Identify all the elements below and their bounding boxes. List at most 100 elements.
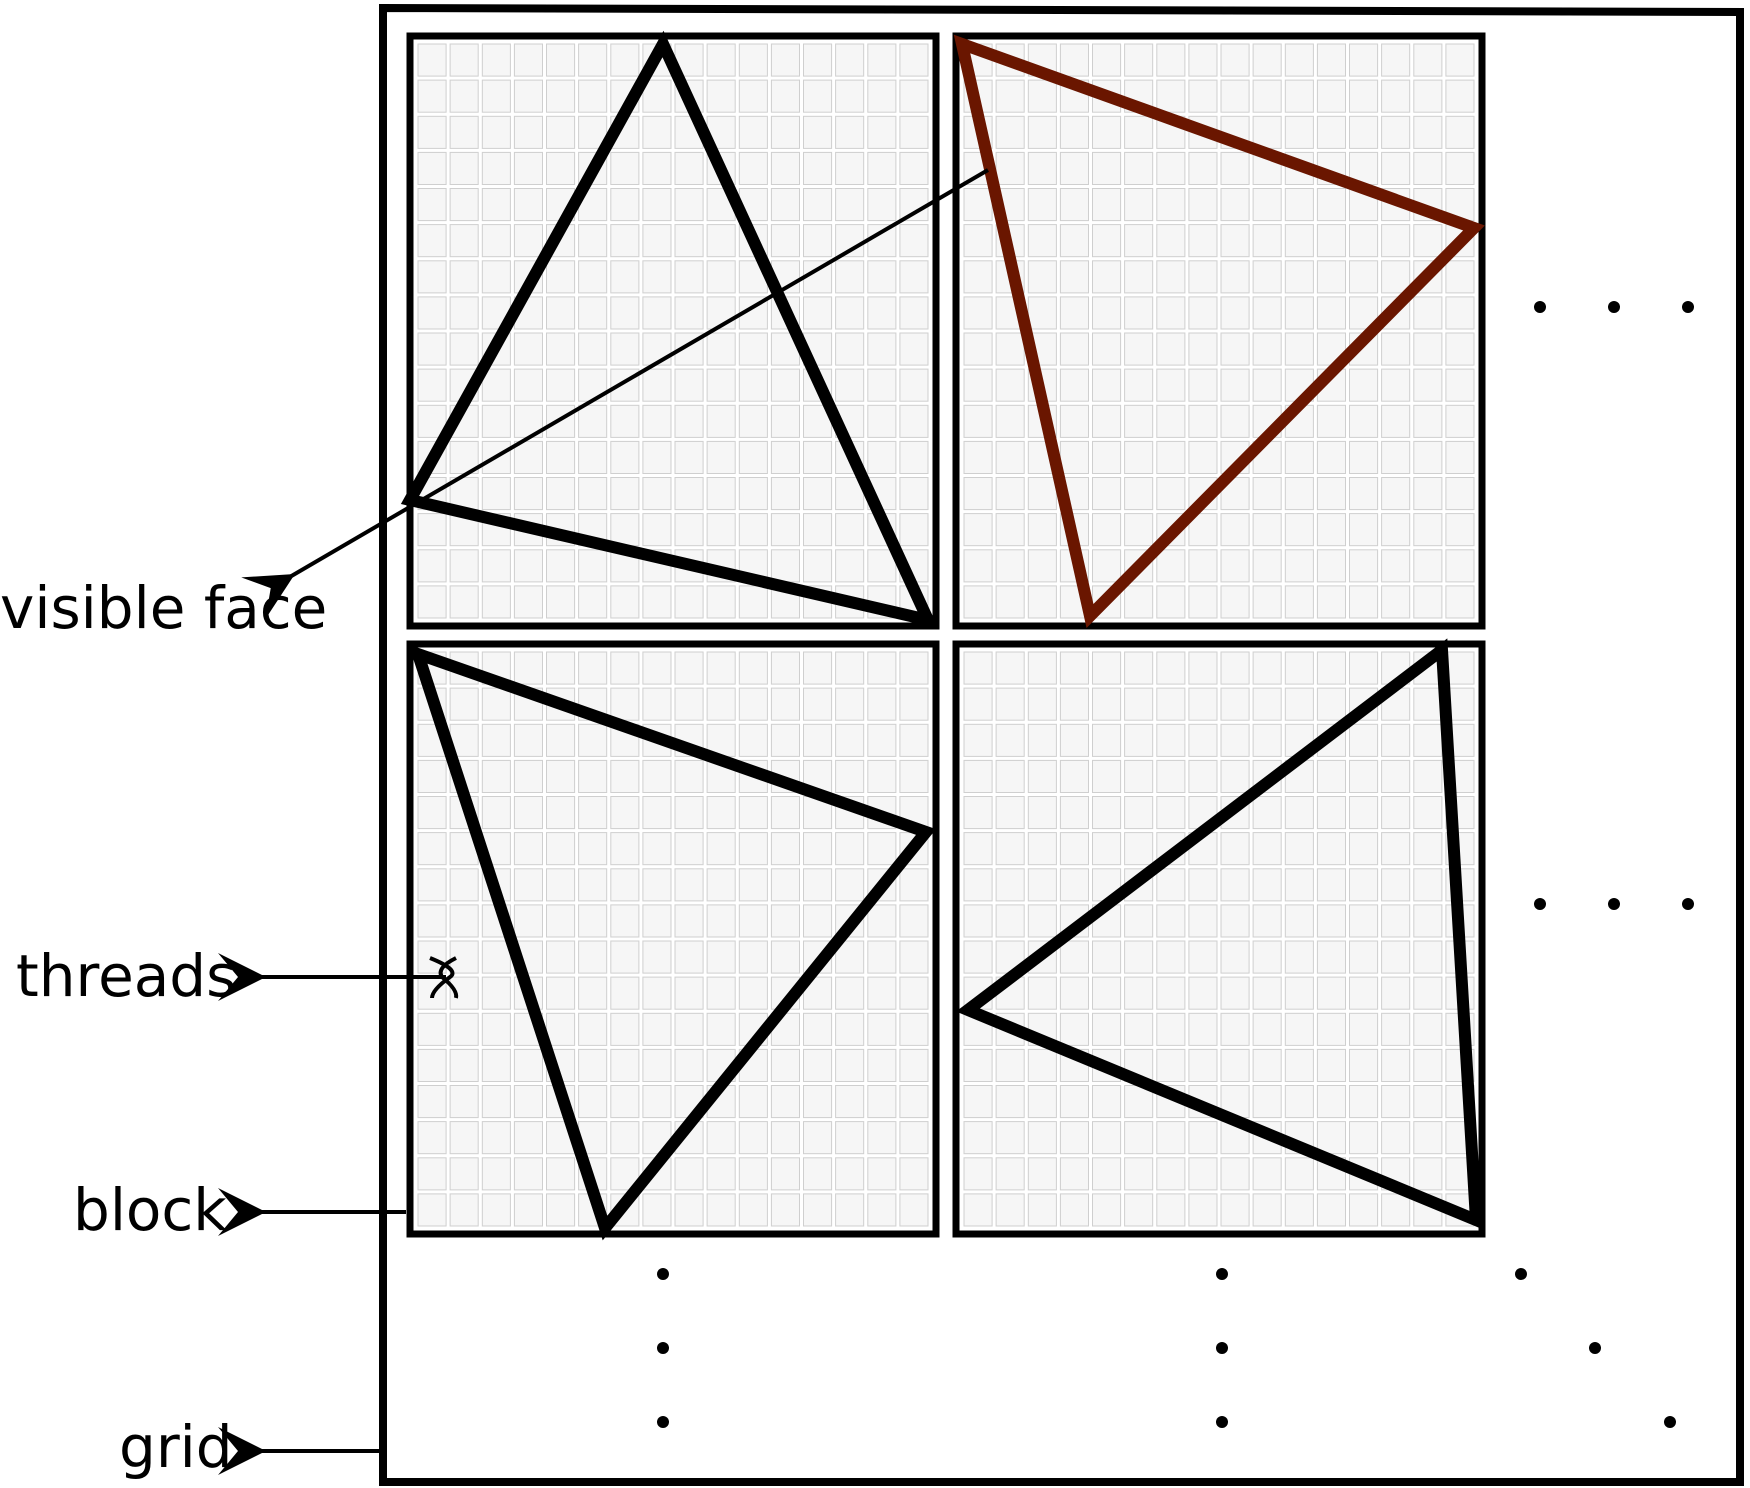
thread-cell [1252, 115, 1282, 149]
thread-cell [1092, 513, 1122, 547]
thread-cell [1059, 260, 1090, 294]
thread-cell [642, 940, 672, 974]
thread-cell [546, 368, 576, 402]
thread-cell [1349, 260, 1379, 294]
thread-cell [1220, 79, 1250, 113]
thread-cell [1381, 976, 1411, 1010]
thread-cell [1092, 1085, 1122, 1119]
thread-cell [899, 224, 929, 258]
thread-cell [546, 759, 576, 794]
thread-cell [1316, 759, 1347, 794]
thread-cell [1349, 404, 1379, 438]
thread-cell [1188, 404, 1218, 438]
thread-cell [738, 43, 768, 77]
thread-cell [513, 759, 544, 794]
thread-cell [1027, 115, 1057, 149]
thread-cell [1027, 1121, 1057, 1155]
thread-cell [1156, 1012, 1186, 1046]
thread-cell [610, 513, 640, 547]
thread-cell [674, 188, 704, 222]
thread-cell [513, 1121, 544, 1155]
thread-cell [738, 651, 768, 685]
thread-cell [1284, 796, 1314, 830]
thread-cell [1124, 115, 1154, 149]
thread-cell [1413, 723, 1443, 757]
thread-cell [1316, 832, 1347, 866]
thread-cell [1124, 759, 1154, 794]
thread-cell [835, 1157, 865, 1191]
thread-cell [899, 940, 929, 974]
thread-cell [1220, 43, 1250, 77]
thread-cell [1124, 1121, 1154, 1155]
thread-cell [738, 723, 768, 757]
thread-cell [1092, 368, 1122, 402]
thread-cell [1381, 513, 1411, 547]
thread-cell [867, 260, 897, 294]
thread-cell [1027, 651, 1057, 685]
thread-cell [642, 904, 672, 938]
thread-cell [674, 832, 704, 866]
thread-cell [1381, 43, 1411, 77]
thread-cell [1156, 79, 1186, 113]
thread-cell [674, 904, 704, 938]
thread-cell [1316, 260, 1347, 294]
thread-cell [642, 759, 672, 794]
thread-cell [1092, 651, 1122, 685]
thread-cell [578, 976, 608, 1010]
thread-cell [1124, 260, 1154, 294]
thread-cell [1059, 796, 1090, 830]
thread-cell [1156, 940, 1186, 974]
thread-cell [963, 332, 993, 366]
thread-cell [899, 976, 929, 1010]
thread-cell [1092, 477, 1122, 511]
thread-cell [1124, 585, 1154, 619]
thread-cell [1284, 585, 1314, 619]
thread-cell [610, 224, 640, 258]
thread-cell [963, 585, 993, 619]
thread-cell [803, 477, 833, 511]
thread-cell [738, 404, 768, 438]
thread-cell [610, 1048, 640, 1083]
thread-cell [642, 651, 672, 685]
thread-cell [1445, 549, 1475, 583]
thread-cell [706, 687, 736, 721]
thread-cell [1252, 1157, 1282, 1191]
thread-cell [1124, 151, 1154, 185]
thread-cell [995, 687, 1025, 721]
thread-cell [481, 477, 511, 511]
thread-cell [995, 79, 1025, 113]
thread-cell [738, 832, 768, 866]
thread-cell [642, 1048, 672, 1083]
thread-cell [867, 976, 897, 1010]
thread-cell [513, 796, 544, 830]
thread-cell [1059, 1085, 1090, 1119]
thread-cell [1445, 368, 1475, 402]
thread-cell [449, 585, 479, 619]
thread-cell [1124, 1157, 1154, 1191]
thread-cell [899, 651, 929, 685]
thread-cell [963, 868, 993, 902]
thread-cell [1188, 224, 1218, 258]
thread-cell [706, 368, 736, 402]
thread-cell [835, 832, 865, 866]
thread-cell [1413, 1085, 1443, 1119]
thread-cell [738, 368, 768, 402]
thread-cell [995, 832, 1025, 866]
thread-cell [770, 940, 801, 974]
thread-cell [1349, 651, 1379, 685]
thread-cell [1252, 976, 1282, 1010]
thread-cell [1188, 1121, 1218, 1155]
thread-cell [1252, 904, 1282, 938]
thread-cell [1156, 260, 1186, 294]
thread-cell [578, 260, 608, 294]
thread-cell [1445, 151, 1475, 185]
thread-cell [995, 904, 1025, 938]
thread-cell [1413, 687, 1443, 721]
thread-cell [1156, 440, 1186, 474]
thread-cell [417, 115, 447, 149]
thread-cell [1413, 79, 1443, 113]
thread-cell [803, 1012, 833, 1046]
thread-cell [963, 440, 993, 474]
thread-cell [1156, 976, 1186, 1010]
thread-cell [995, 1048, 1025, 1083]
